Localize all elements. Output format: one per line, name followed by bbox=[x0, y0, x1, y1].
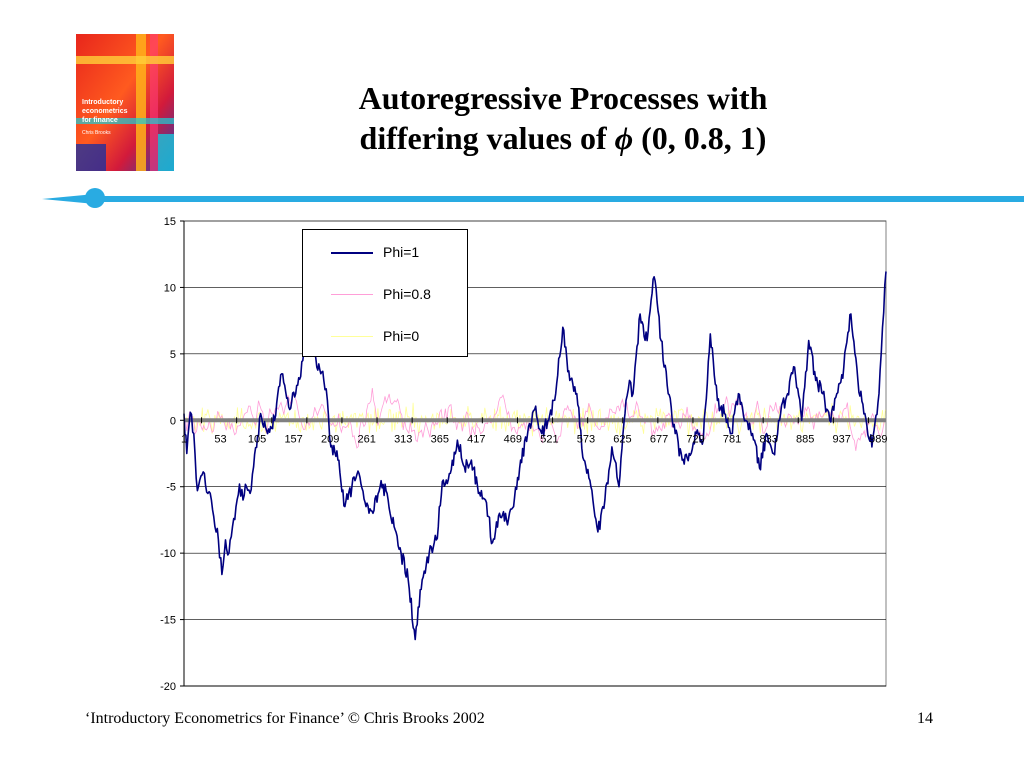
y-tick-label: 10 bbox=[164, 282, 176, 294]
x-tick-label: 469 bbox=[504, 433, 522, 445]
book-author: Chris Brooks bbox=[82, 130, 111, 136]
x-tick-label: 521 bbox=[540, 433, 558, 445]
chart-legend: Phi=1 Phi=0.8 Phi=0 bbox=[302, 229, 468, 357]
footer-citation: ‘Introductory Econometrics for Finance’ … bbox=[85, 710, 485, 727]
y-tick-label: -5 bbox=[166, 482, 176, 494]
x-tick-label: 1 bbox=[181, 433, 187, 445]
x-tick-label: 625 bbox=[613, 433, 631, 445]
legend-label-phi1: Phi=1 bbox=[383, 244, 420, 260]
x-tick-label: 781 bbox=[723, 433, 741, 445]
x-tick-label: 989 bbox=[869, 433, 887, 445]
slide-title-line2-prefix: differing values of bbox=[359, 120, 615, 156]
legend-swatch-phi08 bbox=[331, 294, 373, 295]
x-tick-label: 417 bbox=[467, 433, 485, 445]
x-tick-label: 833 bbox=[759, 433, 777, 445]
slide-title-line2: differing values of ϕ (0, 0.8, 1) bbox=[300, 118, 826, 158]
book-cover-thumbnail: Introductory econometrics for finance Ch… bbox=[76, 34, 174, 171]
legend-swatch-phi1 bbox=[331, 252, 373, 254]
x-tick-label: 365 bbox=[431, 433, 449, 445]
legend-label-phi08: Phi=0.8 bbox=[383, 286, 431, 302]
slide-title: Autoregressive Processes with differing … bbox=[300, 78, 826, 158]
title-divider bbox=[42, 188, 1024, 208]
legend-label-phi0: Phi=0 bbox=[383, 328, 420, 344]
y-tick-label: -20 bbox=[160, 681, 176, 693]
x-tick-label: 53 bbox=[214, 433, 226, 445]
x-tick-label: 105 bbox=[248, 433, 266, 445]
x-tick-label: 209 bbox=[321, 433, 339, 445]
slide-title-line1: Autoregressive Processes with bbox=[358, 80, 768, 116]
page-number: 14 bbox=[917, 710, 933, 727]
plot-area bbox=[183, 220, 887, 687]
y-tick-label: 0 bbox=[170, 415, 176, 427]
x-tick-label: 885 bbox=[796, 433, 814, 445]
y-tick-label: -15 bbox=[160, 615, 176, 627]
x-tick-label: 729 bbox=[686, 433, 704, 445]
phi-symbol: ϕ bbox=[614, 120, 634, 156]
slide-title-line2-suffix: (0, 0.8, 1) bbox=[633, 120, 767, 156]
y-tick-label: 5 bbox=[170, 349, 176, 361]
x-tick-label: 573 bbox=[577, 433, 595, 445]
y-tick-label: 15 bbox=[164, 216, 176, 228]
y-tick-label: -10 bbox=[160, 548, 176, 560]
legend-swatch-phi0 bbox=[331, 336, 373, 337]
x-tick-label: 261 bbox=[358, 433, 376, 445]
x-tick-label: 937 bbox=[833, 433, 851, 445]
book-title-line1: Introductory bbox=[82, 99, 123, 106]
x-tick-label: 157 bbox=[284, 433, 302, 445]
book-title-line2: econometrics bbox=[82, 108, 128, 115]
x-tick-label: 677 bbox=[650, 433, 668, 445]
book-title-line3: for finance bbox=[82, 117, 118, 124]
x-tick-label: 313 bbox=[394, 433, 412, 445]
